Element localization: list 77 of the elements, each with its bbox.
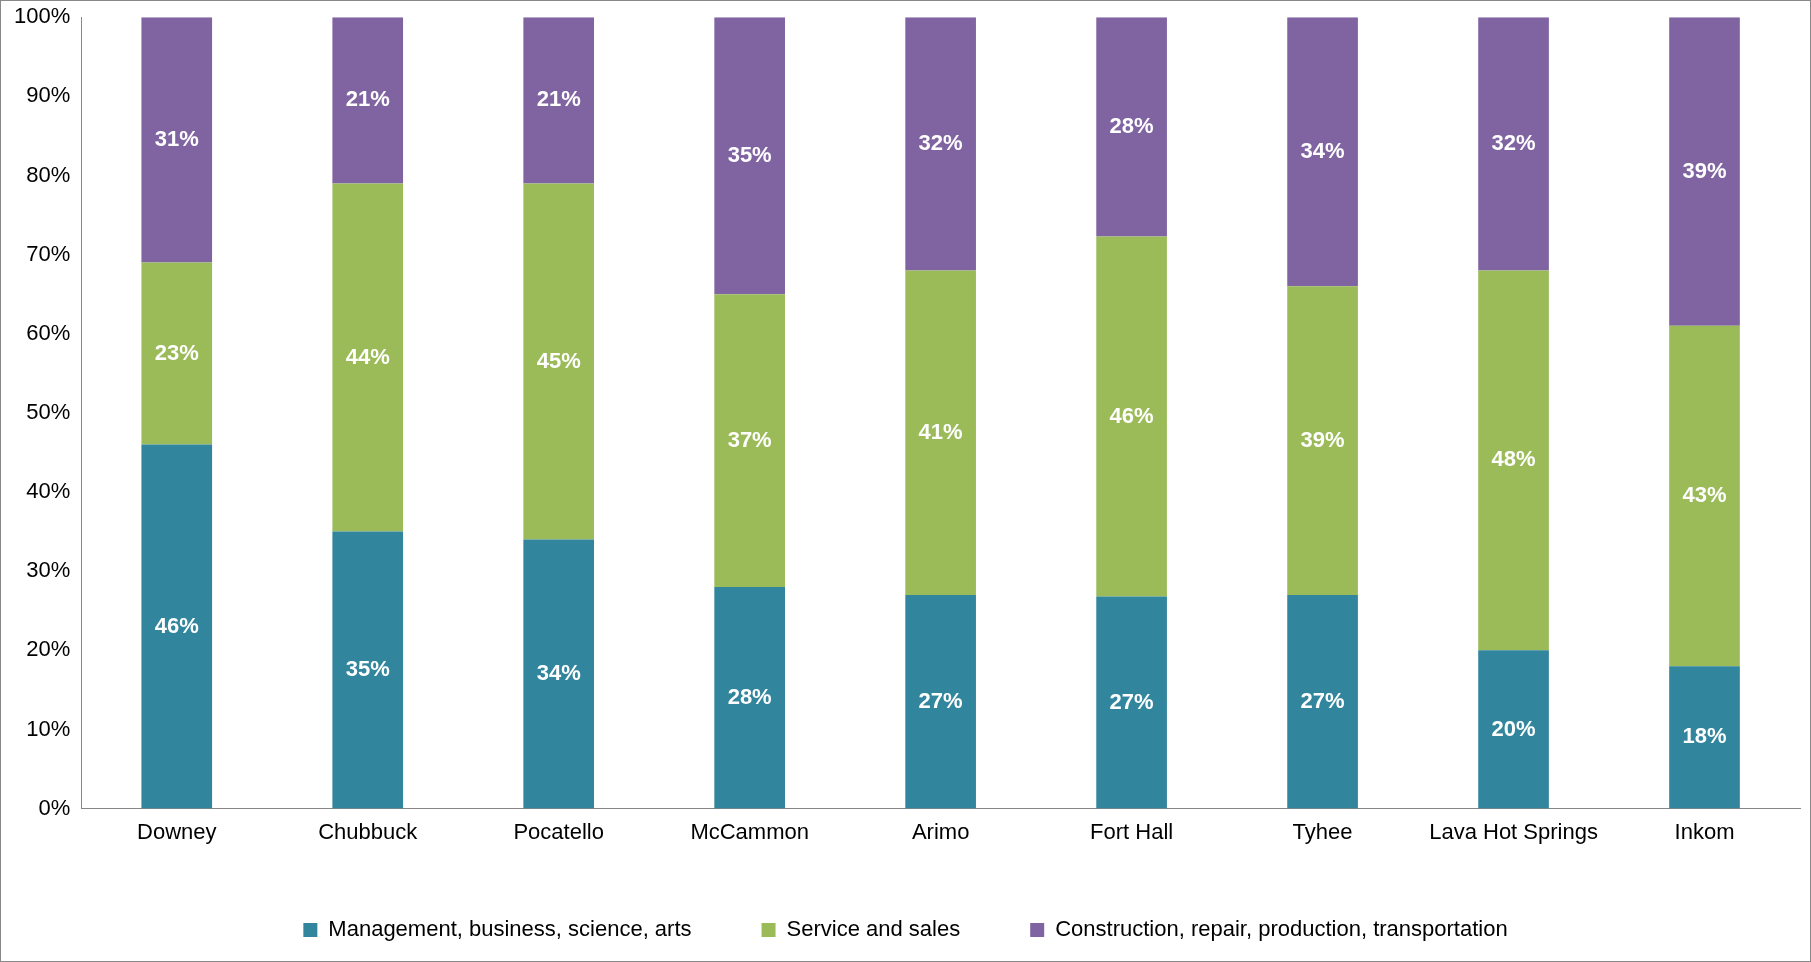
- data-label: 35%: [727, 141, 772, 167]
- bar: [332, 531, 404, 809]
- y-tick-label: 100%: [13, 3, 71, 29]
- data-label: 35%: [345, 656, 390, 682]
- data-label: 41%: [918, 418, 963, 444]
- data-label: 44%: [345, 343, 390, 369]
- data-label: 34%: [536, 660, 581, 686]
- data-label: 37%: [727, 426, 772, 452]
- data-label: 45%: [536, 347, 581, 373]
- data-label: 39%: [1682, 157, 1727, 183]
- bar: [714, 587, 785, 809]
- bar: [332, 17, 404, 184]
- bar: [1287, 17, 1358, 287]
- x-tick-label: Chubbuck: [318, 818, 419, 844]
- bar: [905, 17, 976, 271]
- data-label: 27%: [1109, 688, 1154, 714]
- bar: [1096, 236, 1167, 597]
- bar: [1287, 286, 1358, 595]
- data-label: 18%: [1682, 723, 1727, 749]
- bar: [1478, 270, 1549, 651]
- bar: [141, 262, 213, 445]
- data-label: 27%: [918, 687, 963, 713]
- data-label: 27%: [1300, 687, 1345, 713]
- y-tick-label: 90%: [26, 82, 71, 108]
- bar: [141, 444, 213, 809]
- bar: [1669, 17, 1740, 326]
- bar: [1096, 17, 1167, 237]
- bar: [714, 17, 785, 295]
- y-tick-label: 70%: [26, 240, 71, 266]
- data-label: 46%: [1109, 402, 1154, 428]
- x-tick-label: Lava Hot Springs: [1429, 818, 1598, 844]
- x-tick-label: Downey: [137, 818, 217, 844]
- bar: [1669, 666, 1740, 809]
- bar: [141, 17, 213, 263]
- x-tick-label: McCammon: [690, 818, 809, 844]
- bar: [1478, 650, 1549, 809]
- data-label: 21%: [536, 86, 581, 112]
- y-tick-label: 20%: [26, 636, 71, 662]
- y-tick-label: 60%: [26, 319, 71, 345]
- x-tick-label: Tyhee: [1292, 818, 1353, 844]
- y-tick-label: 80%: [26, 161, 71, 187]
- x-tick-label: Inkom: [1674, 818, 1735, 844]
- bar: [523, 539, 595, 809]
- bar: [523, 183, 595, 540]
- y-tick-label: 40%: [26, 478, 71, 504]
- data-label: 34%: [1300, 137, 1345, 163]
- data-label: 46%: [154, 612, 199, 638]
- data-label: 32%: [918, 129, 963, 155]
- x-tick-label: Fort Hall: [1090, 818, 1174, 844]
- bar: [332, 183, 404, 532]
- y-tick-label: 30%: [26, 557, 71, 583]
- data-label: 28%: [727, 683, 772, 709]
- bar: [1096, 596, 1167, 809]
- bar: [1287, 594, 1358, 809]
- bar: [523, 17, 595, 184]
- bar: [1478, 17, 1549, 271]
- data-label: 43%: [1682, 482, 1727, 508]
- y-tick-label: 50%: [26, 398, 71, 424]
- y-tick-label: 0%: [38, 794, 71, 820]
- data-label: 31%: [154, 125, 199, 151]
- legend-label: Service and sales: [786, 916, 961, 942]
- data-label: 23%: [154, 339, 199, 365]
- data-label: 32%: [1491, 129, 1536, 155]
- data-label: 48%: [1491, 446, 1536, 472]
- bar: [714, 294, 785, 588]
- legend-label: Management, business, science, arts: [328, 916, 692, 942]
- bar: [905, 270, 976, 595]
- data-label: 21%: [345, 86, 390, 112]
- bar: [905, 594, 976, 809]
- y-tick-label: 10%: [26, 715, 71, 741]
- data-label: 39%: [1300, 426, 1345, 452]
- bar: [1669, 325, 1740, 667]
- x-tick-label: Arimo: [911, 818, 970, 844]
- x-tick-label: Pocatello: [513, 818, 604, 844]
- legend-label: Construction, repair, production, transportation: [1055, 916, 1508, 942]
- data-label: 28%: [1109, 112, 1154, 138]
- data-label: 20%: [1491, 715, 1536, 741]
